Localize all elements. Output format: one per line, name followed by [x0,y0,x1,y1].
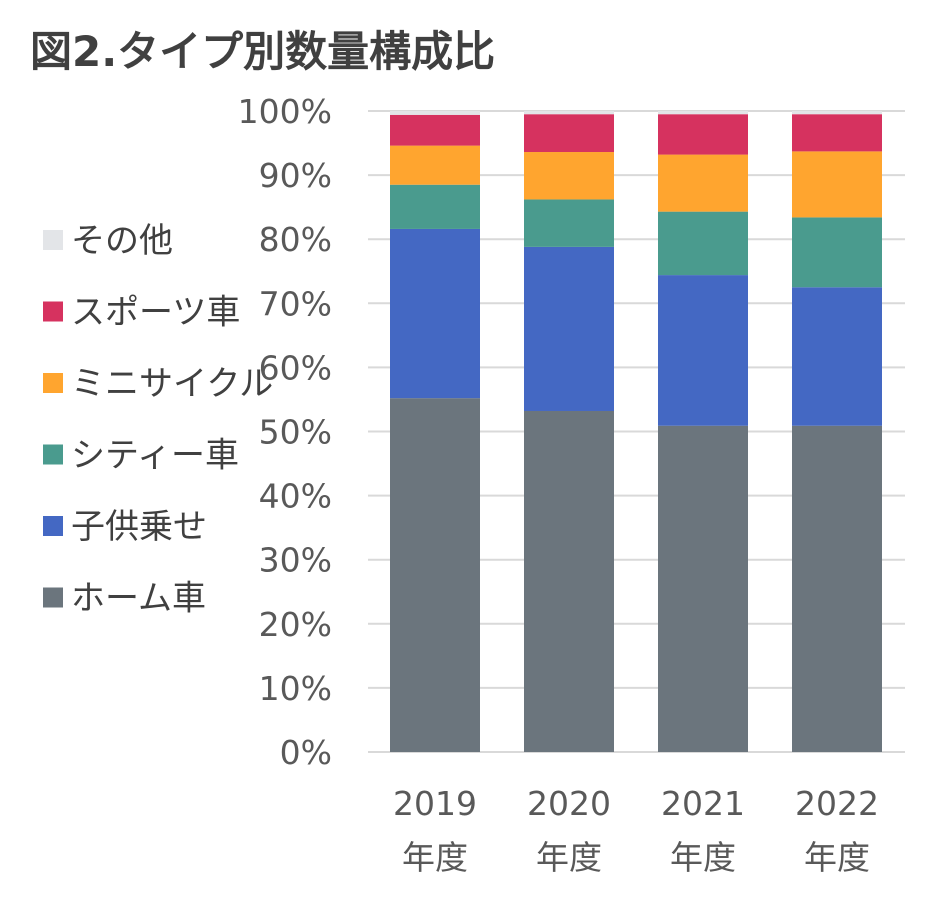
bar-segment [390,228,480,399]
bar-segment [524,410,614,752]
y-tick-label: 90% [259,156,332,195]
x-tick-label: 年度 [536,838,602,877]
bar-segment [524,199,614,247]
bar-segment [524,111,614,115]
bar-segment [658,275,748,426]
bar-segment [658,154,748,212]
y-tick-label: 70% [259,284,332,323]
x-tick-label: 2020 [527,784,611,823]
y-tick-label: 80% [259,220,332,259]
bar-segment [792,425,882,752]
y-tick-label: 10% [259,669,332,708]
bar-segment [792,151,882,218]
x-tick-label: 年度 [670,838,736,877]
bar-segment [792,217,882,288]
bar-segment [390,111,480,115]
y-tick-label: 100% [238,92,332,131]
bar-segment [658,114,748,155]
legend-swatch [43,373,63,393]
bar-segment [390,145,480,185]
bar-segment [658,111,748,115]
legend-swatch [43,301,63,322]
bar-segment [792,111,882,115]
legend-swatch [43,230,63,250]
legend-label: ミニサイクル [71,364,273,404]
x-tick-label: 年度 [804,838,870,877]
x-tick-label: 年度 [402,838,468,877]
chart-title: 図2.タイプ別数量構成比 [30,27,496,76]
y-tick-label: 0% [280,733,332,772]
x-tick-label: 2019 [393,784,477,823]
bar-segment [658,425,748,752]
legend-label: 子供乗せ [71,507,207,547]
legend-label: ホーム車 [71,579,206,619]
bar-segment [792,287,882,426]
bar-segment [524,246,614,411]
y-tick-label: 50% [259,413,332,452]
legend-label: スポーツ車 [71,293,240,333]
legend-swatch [43,516,63,536]
y-tick-label: 60% [259,348,332,387]
y-axis: 0% 10% 20% 30% 40% 50% 60% 70% 80% 90% 100% [238,92,332,772]
y-tick-label: 20% [259,605,332,644]
legend-label: その他 [71,221,173,261]
bar-segment [390,398,480,752]
x-tick-label: 2021 [661,784,745,823]
y-tick-label: 30% [259,541,332,580]
x-axis: 2019 年度 2020 年度 2021 年度 2022 年度 [393,784,879,877]
legend-label: シティー車 [71,436,239,476]
x-tick-label: 2022 [795,784,879,823]
bar-segment [658,211,748,276]
bars [390,111,882,752]
bar-segment [390,114,480,146]
y-tick-label: 40% [259,477,332,516]
bar-segment [390,184,480,229]
bar-segment [524,114,614,153]
bar-segment [792,114,882,152]
bar-segment [524,152,614,200]
legend-swatch [43,444,63,465]
legend-swatch [43,587,63,608]
